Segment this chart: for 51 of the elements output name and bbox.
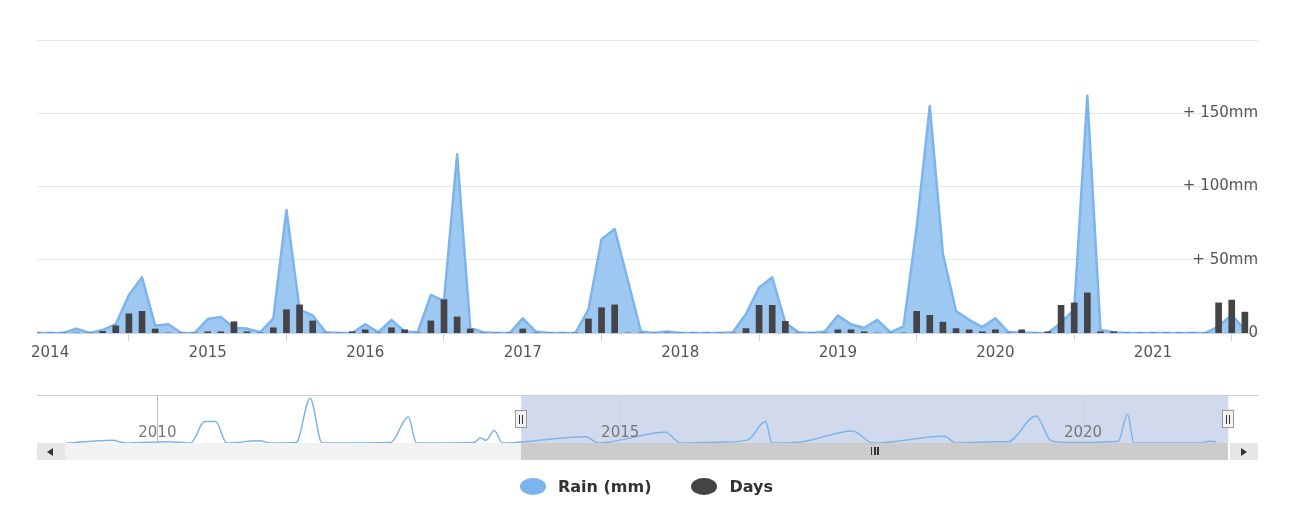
x-tick-label: 2014 <box>31 342 70 361</box>
y-tick-label: + 150mm <box>1182 103 1258 122</box>
bar <box>847 329 855 333</box>
x-tick-label: 2021 <box>1133 342 1173 361</box>
bar <box>519 328 527 333</box>
bar <box>834 329 842 333</box>
bar <box>1215 302 1222 333</box>
x-tick-label: 2010 <box>138 423 177 441</box>
bar <box>388 327 395 333</box>
bar <box>125 313 133 333</box>
bar <box>138 311 146 333</box>
bar <box>768 304 776 333</box>
bar <box>1057 304 1065 333</box>
bar <box>1018 329 1026 333</box>
y-tick-label: + 100mm <box>1182 176 1258 195</box>
bar <box>585 318 592 333</box>
bar <box>1228 299 1236 333</box>
x-tick-label: 2015 <box>601 423 640 441</box>
bar <box>296 304 303 333</box>
bar <box>309 320 317 333</box>
bar <box>440 299 448 333</box>
bar <box>611 304 619 333</box>
x-tick-label: 2019 <box>818 342 857 361</box>
bar <box>401 329 408 333</box>
bar <box>112 325 120 333</box>
bar <box>742 328 750 333</box>
bar <box>1070 302 1078 333</box>
x-tick-label: 2017 <box>503 342 542 361</box>
x-tick-label: 2015 <box>188 342 227 361</box>
y-tick-label: 0 <box>1248 322 1258 341</box>
x-tick-label: 2020 <box>1063 423 1103 441</box>
bar <box>269 327 277 333</box>
bar <box>598 307 605 333</box>
bar <box>755 304 763 333</box>
x-tick-label: 2018 <box>661 342 700 361</box>
bar <box>913 311 920 333</box>
bar <box>466 328 474 333</box>
bar <box>965 329 973 333</box>
bar <box>283 309 290 333</box>
bar <box>782 321 789 333</box>
bar <box>992 329 999 333</box>
bar <box>952 328 960 333</box>
bar <box>926 315 934 333</box>
x-tick-label: 2020 <box>976 342 1015 361</box>
legend-label: Rain (mm) <box>557 477 652 496</box>
y-tick-label: + 50mm <box>1192 249 1258 268</box>
bar <box>1083 292 1091 333</box>
x-tick-label: 2016 <box>346 342 385 361</box>
bar <box>361 329 369 333</box>
bar <box>230 321 238 333</box>
legend-label: Days <box>729 477 774 496</box>
